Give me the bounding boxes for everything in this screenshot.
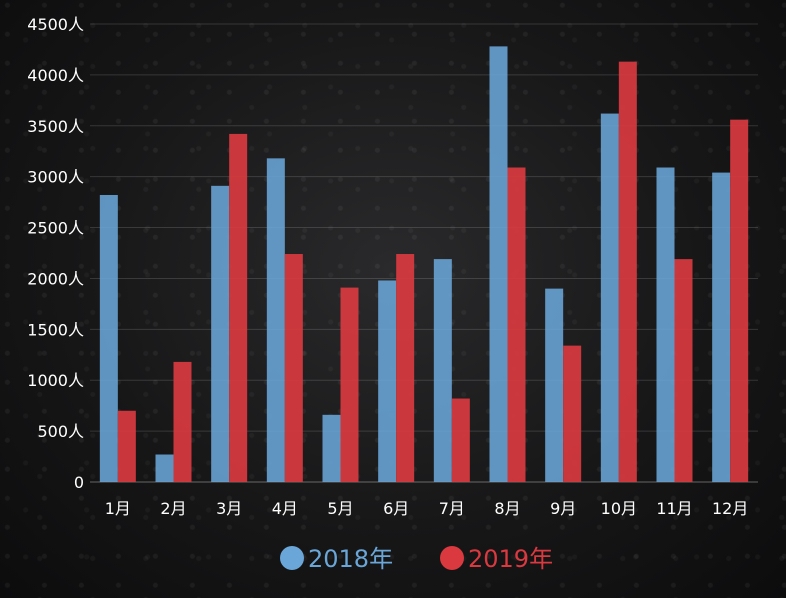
bar-2018年-8月 xyxy=(489,46,508,482)
bar-2018年-4月 xyxy=(266,158,285,482)
y-tick-label: 4500人 xyxy=(27,15,84,34)
bar-2018年-12月 xyxy=(712,172,731,482)
bar-2018年-5月 xyxy=(322,414,341,482)
x-tick-label: 12月 xyxy=(712,499,748,518)
bar-2019年-11月 xyxy=(674,259,693,482)
bar-2019年-9月 xyxy=(563,345,582,482)
x-tick-label: 4月 xyxy=(272,499,298,518)
y-tick-label: 500人 xyxy=(37,422,84,441)
bar-2019年-4月 xyxy=(284,254,303,482)
bar-2018年-1月 xyxy=(99,194,118,482)
y-tick-label: 0 xyxy=(74,473,84,492)
x-tick-label: 11月 xyxy=(656,499,692,518)
x-tick-label: 5月 xyxy=(327,499,353,518)
y-tick-label: 4000人 xyxy=(27,66,84,85)
legend-swatch xyxy=(280,546,304,570)
x-tick-label: 10月 xyxy=(601,499,637,518)
y-tick-label: 1000人 xyxy=(27,371,84,390)
y-axis-ticks: 0 500人 1000人 1500人 2000人 2500人 3000人 3500人 4000人… xyxy=(27,15,84,492)
bar-2018年-10月 xyxy=(600,113,619,482)
legend-label: 2019年 xyxy=(468,545,553,573)
bar-2018年-11月 xyxy=(656,167,675,483)
bars xyxy=(99,46,749,483)
y-tick-label: 1500人 xyxy=(27,320,84,339)
gridlines xyxy=(90,23,758,483)
legend-swatch xyxy=(440,546,464,570)
bar-2019年-6月 xyxy=(396,254,415,482)
x-tick-label: 8月 xyxy=(494,499,520,518)
bar-2019年-7月 xyxy=(451,398,470,482)
x-tick-label: 7月 xyxy=(439,499,465,518)
x-tick-label: 1月 xyxy=(105,499,131,518)
bar-2019年-1月 xyxy=(117,410,136,482)
bar-2019年-3月 xyxy=(229,133,248,483)
legend-label: 2018年 xyxy=(308,545,393,573)
bar-2018年-6月 xyxy=(378,280,397,482)
y-tick-label: 3500人 xyxy=(27,117,84,136)
x-axis-ticks: 1月 2月 3月 4月 5月 6月 7月 8月 9月 10月 11月 12月 xyxy=(105,499,749,518)
legend: 2018年 2019年 xyxy=(280,545,553,573)
x-tick-label: 6月 xyxy=(383,499,409,518)
y-tick-label: 3000人 xyxy=(27,168,84,187)
y-tick-label: 2000人 xyxy=(27,269,84,288)
bar-2018年-3月 xyxy=(211,185,230,482)
bar-2019年-10月 xyxy=(618,61,637,482)
bar-2018年-2月 xyxy=(155,454,174,482)
y-tick-label: 2500人 xyxy=(27,219,84,238)
x-tick-label: 3月 xyxy=(216,499,242,518)
bar-2019年-2月 xyxy=(173,361,192,482)
bar-2018年-7月 xyxy=(433,259,452,482)
x-tick-label: 9月 xyxy=(550,499,576,518)
x-tick-label: 2月 xyxy=(160,499,186,518)
bar-2019年-8月 xyxy=(507,167,526,483)
legend-item-2018年[interactable]: 2018年 xyxy=(280,545,393,573)
legend-item-2019年[interactable]: 2019年 xyxy=(440,545,553,573)
bar-2018年-9月 xyxy=(545,288,564,482)
bar-2019年-5月 xyxy=(340,287,359,482)
bar-2019年-12月 xyxy=(730,119,749,482)
